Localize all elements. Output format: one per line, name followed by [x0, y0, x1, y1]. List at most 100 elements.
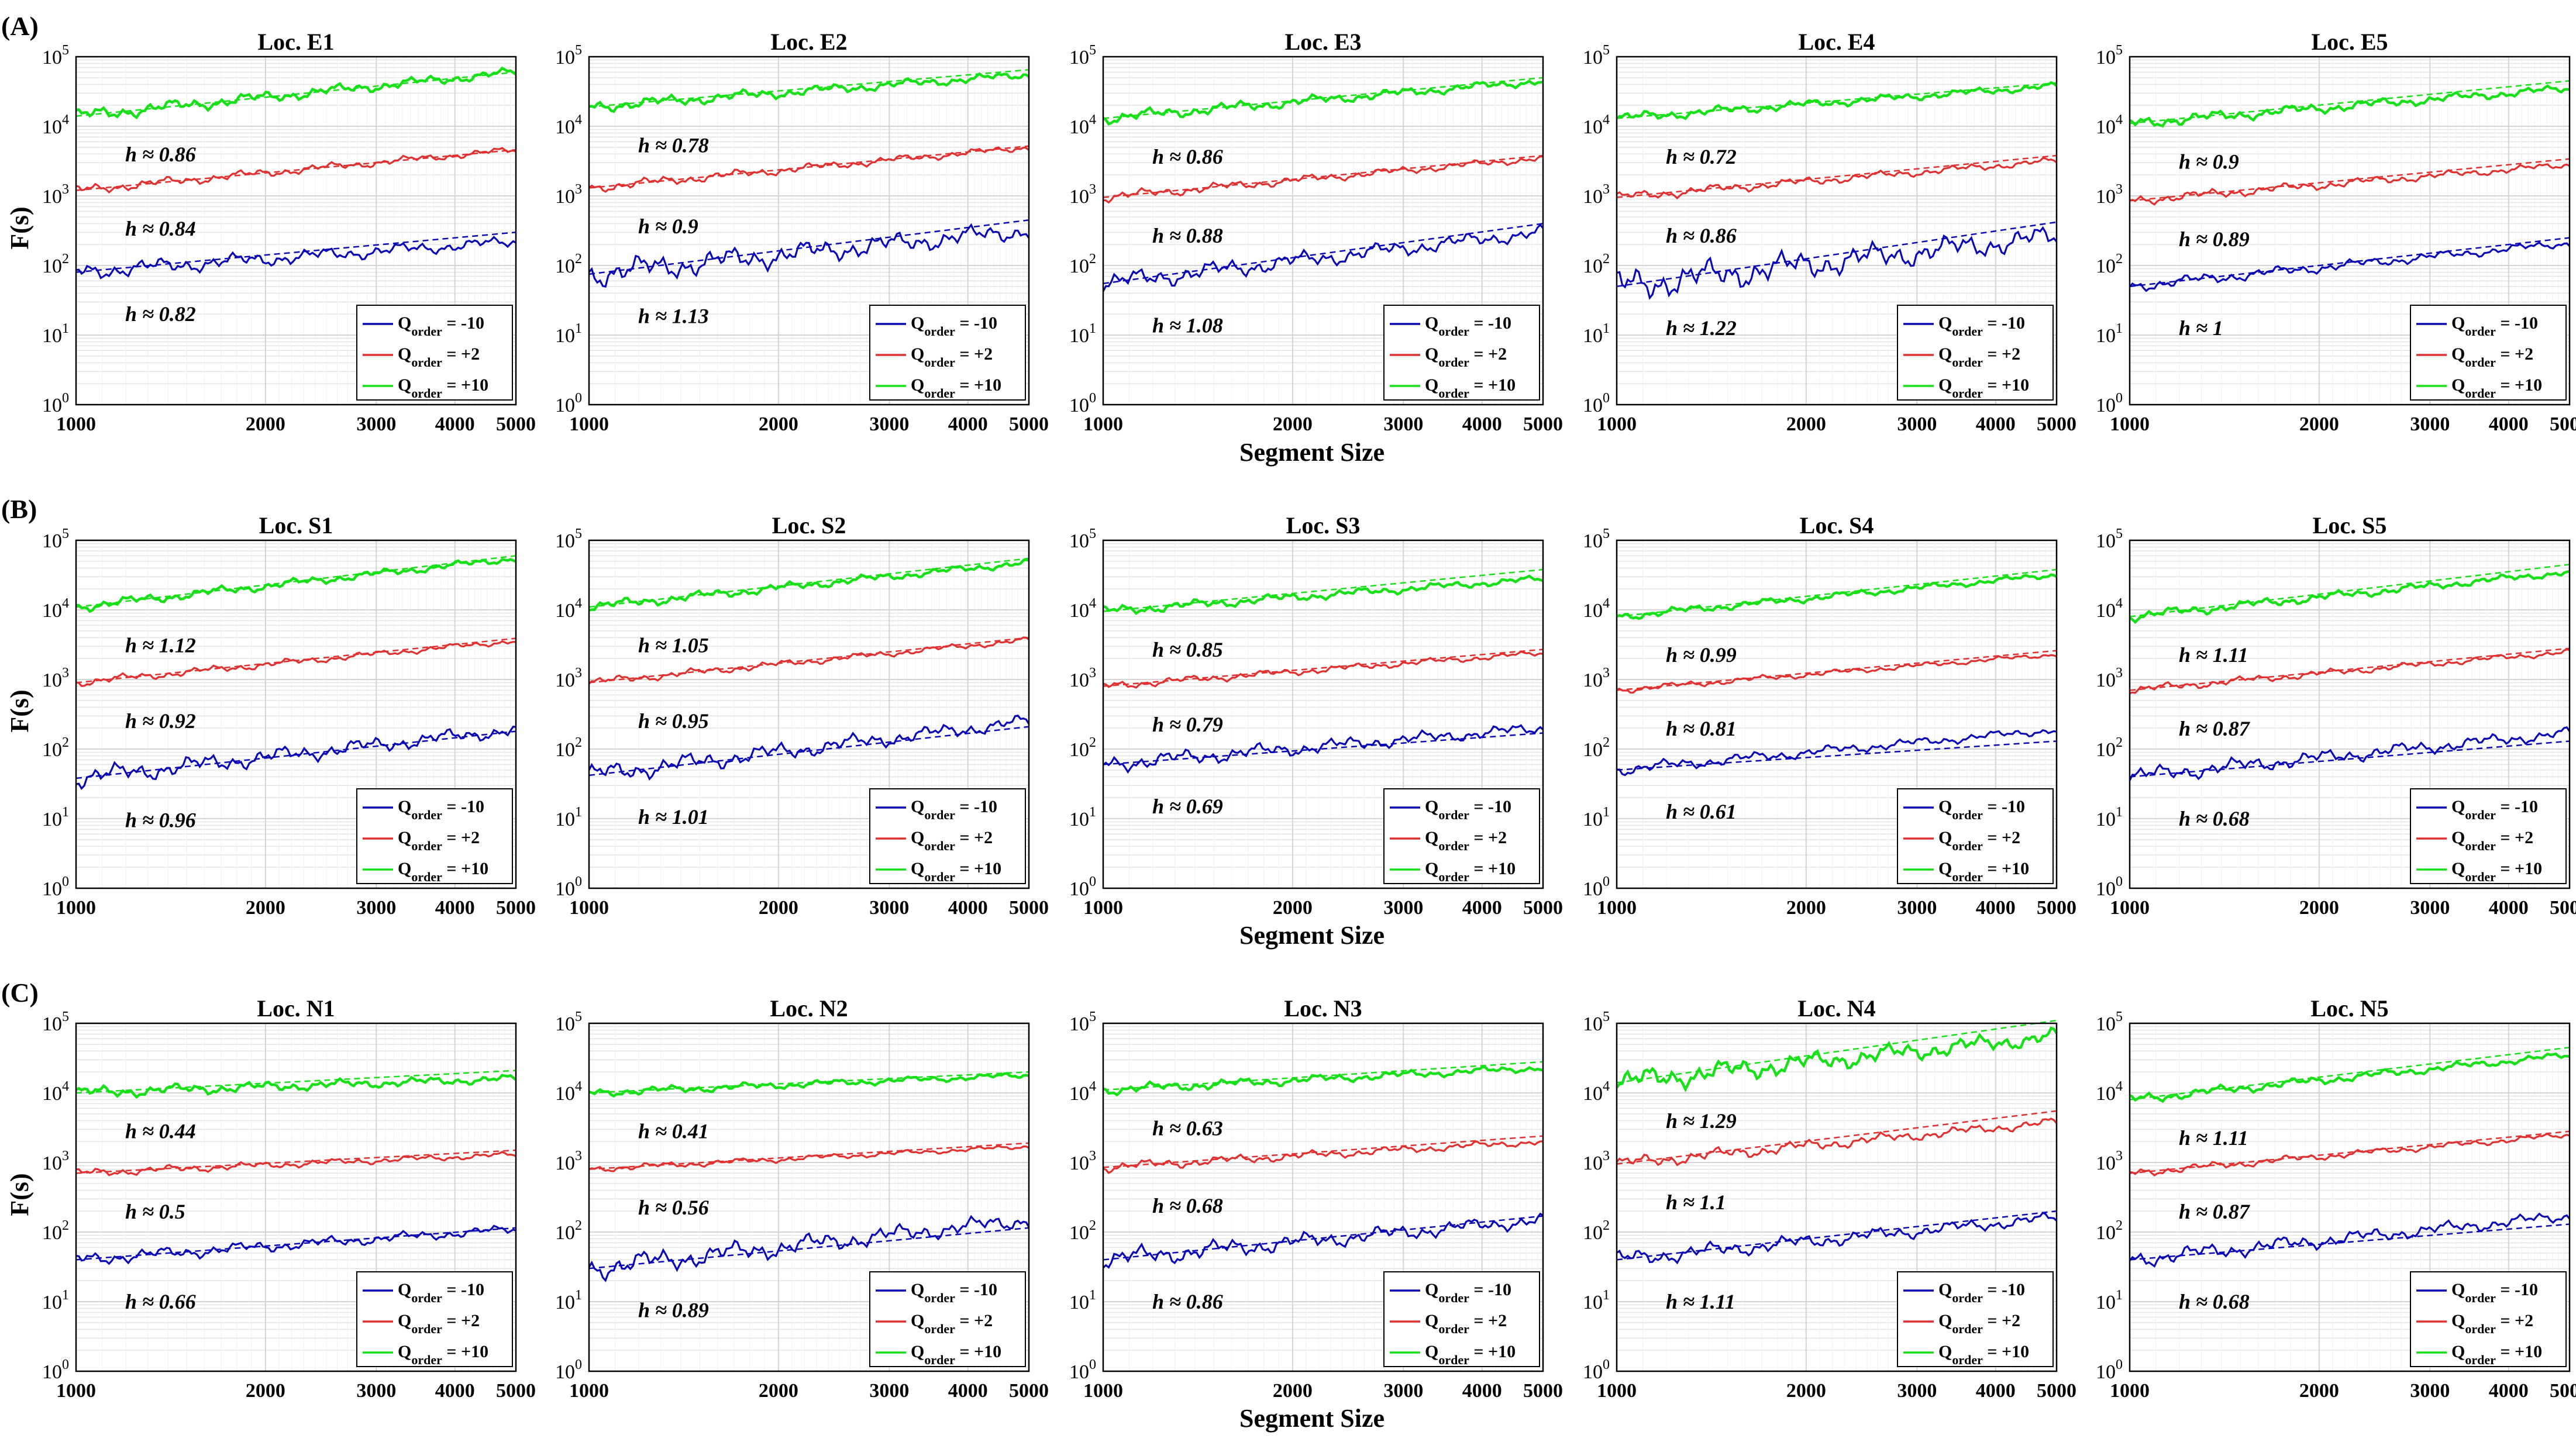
legend-label: Qorder = +2: [2451, 1311, 2533, 1336]
legend-label: Qorder = +10: [398, 1342, 488, 1367]
h-annotation: h ≈ 1.1: [1666, 1191, 1726, 1214]
h-annotation: h ≈ 0.69: [1152, 795, 1223, 818]
series-line: [1102, 1212, 1544, 1269]
legend-label: Qorder = +2: [1938, 828, 2020, 853]
fit-line: [1616, 221, 2057, 288]
x-tick-label: 4000: [2489, 1380, 2529, 1402]
legend-label: Qorder = +2: [398, 828, 480, 853]
y-tick-label: 100: [42, 874, 69, 900]
y-tick-label: 104: [42, 596, 69, 622]
x-tick-label: 5000: [1523, 413, 1563, 435]
fit-line: [1616, 1019, 2057, 1084]
legend-label: Qorder = +10: [2451, 375, 2542, 401]
fit-line: [588, 1227, 1029, 1269]
panel-title: Loc. N3: [1284, 995, 1362, 1022]
x-tick-label: 3000: [1383, 413, 1423, 435]
y-tick-label: 103: [2096, 182, 2123, 208]
x-tick-label: 2000: [1273, 897, 1313, 919]
y-tick-label: 105: [555, 526, 582, 552]
chart-panel: 100 101 102 103 104 105 1000 2000 3000 4000 5000 h …: [42, 512, 536, 919]
h-annotation: h ≈ 0.66: [125, 1290, 196, 1313]
fit-line: [1616, 740, 2057, 771]
chart-panel: 100 101 102 103 104 105 1000 2000 3000 4000 5000 h …: [555, 512, 1049, 919]
y-tick-label: 105: [42, 526, 69, 552]
y-tick-label: 102: [42, 1218, 69, 1244]
legend-label: Qorder = +2: [911, 828, 993, 853]
y-tick-label: 105: [42, 43, 69, 68]
y-tick-label: 103: [1583, 1148, 1610, 1174]
x-tick-label: 3000: [1383, 1380, 1423, 1402]
fit-line: [588, 219, 1029, 275]
x-tick-label: 5000: [1523, 1380, 1563, 1402]
panel-title: Loc. S2: [772, 512, 846, 539]
y-tick-label: 101: [555, 321, 582, 347]
axes-frame: [588, 56, 1030, 406]
y-tick-label: 103: [2096, 665, 2123, 691]
series-line: [2129, 648, 2570, 695]
fit-line: [2129, 1223, 2570, 1261]
legend-box: [1383, 305, 1540, 401]
y-tick-label: 105: [1583, 43, 1610, 68]
series-line: [588, 636, 1029, 685]
panel-title: Loc. N1: [257, 995, 335, 1022]
legend-label: Qorder = +2: [1938, 1311, 2020, 1336]
x-tick-label: 2000: [1786, 413, 1826, 435]
y-tick-label: 103: [555, 182, 582, 208]
fit-line: [2129, 237, 2570, 288]
h-annotation: h ≈ 1.13: [638, 304, 709, 327]
y-tick-label: 100: [42, 1357, 69, 1383]
y-tick-label: 102: [555, 251, 582, 277]
legend-label: Qorder = +2: [2451, 828, 2533, 853]
x-tick-label: 2000: [2299, 413, 2339, 435]
chart-panel: 100 101 102 103 104 105 1000 2000 3000 4000 5000 h …: [555, 29, 1049, 435]
x-tick-label: 1000: [1083, 897, 1123, 919]
y-tick-label: 105: [555, 1009, 582, 1035]
legend-label: Qorder = +2: [911, 1311, 993, 1336]
h-annotation: h ≈ 1.11: [2179, 643, 2248, 667]
panel-title: Loc. N5: [2310, 995, 2388, 1022]
h-annotation: h ≈ 0.99: [1666, 643, 1737, 667]
x-tick-label: 4000: [1462, 1380, 1502, 1402]
legend-label: Qorder = +10: [1425, 1342, 1516, 1367]
x-tick-label: 1000: [1083, 413, 1123, 435]
y-tick-label: 101: [1069, 1288, 1096, 1313]
x-tick-label: 3000: [1897, 1380, 1937, 1402]
panel-title: Loc. N2: [770, 995, 848, 1022]
chart-panel: 100 101 102 103 104 105 1000 2000 3000 4000 5000 h …: [1583, 995, 2076, 1402]
x-tick-label: 2000: [1786, 1380, 1826, 1402]
y-axis-label-b: F(s): [5, 689, 34, 732]
chart-panel: 100 101 102 103 104 105 1000 2000 3000 4000 5000 h …: [1069, 29, 1563, 435]
x-tick-label: 1000: [2110, 897, 2150, 919]
y-tick-label: 104: [1069, 112, 1096, 138]
h-annotation: h ≈ 0.78: [638, 133, 709, 157]
x-tick-label: 3000: [1897, 897, 1937, 919]
x-tick-label: 5000: [1009, 897, 1049, 919]
h-annotation: h ≈ 0.95: [638, 709, 709, 733]
series-line: [588, 1145, 1029, 1172]
x-tick-label: 5000: [1009, 1380, 1049, 1402]
fit-line: [2129, 564, 2570, 617]
y-tick-label: 101: [1583, 321, 1610, 347]
y-axis-label-c: F(s): [5, 1173, 34, 1216]
x-tick-label: 4000: [435, 1380, 475, 1402]
legend-box: [2410, 788, 2567, 884]
legend-label: Qorder = +10: [1425, 375, 1516, 401]
y-tick-label: 101: [1069, 321, 1096, 347]
legend-label: Qorder = +2: [1938, 344, 2020, 370]
h-annotation: h ≈ 1: [2179, 316, 2223, 340]
y-tick-label: 100: [1583, 391, 1610, 416]
axes-frame: [1616, 56, 2058, 406]
legend-label: Qorder = +10: [1938, 1342, 2029, 1367]
legend-label: Qorder = -10: [1425, 313, 1511, 339]
h-annotation: h ≈ 0.89: [2179, 227, 2250, 251]
y-tick-label: 105: [1069, 526, 1096, 552]
legend-label: Qorder = +10: [911, 375, 1001, 401]
series-line: [588, 715, 1030, 781]
legend-label: Qorder = -10: [911, 1280, 997, 1305]
legend-label: Qorder = -10: [911, 313, 997, 339]
legend-label: Qorder = -10: [1938, 1280, 2025, 1305]
axes-frame: [75, 539, 517, 889]
series-line: [2129, 163, 2570, 206]
series-line: [1103, 1140, 1544, 1174]
h-annotation: h ≈ 0.86: [1152, 1290, 1223, 1313]
